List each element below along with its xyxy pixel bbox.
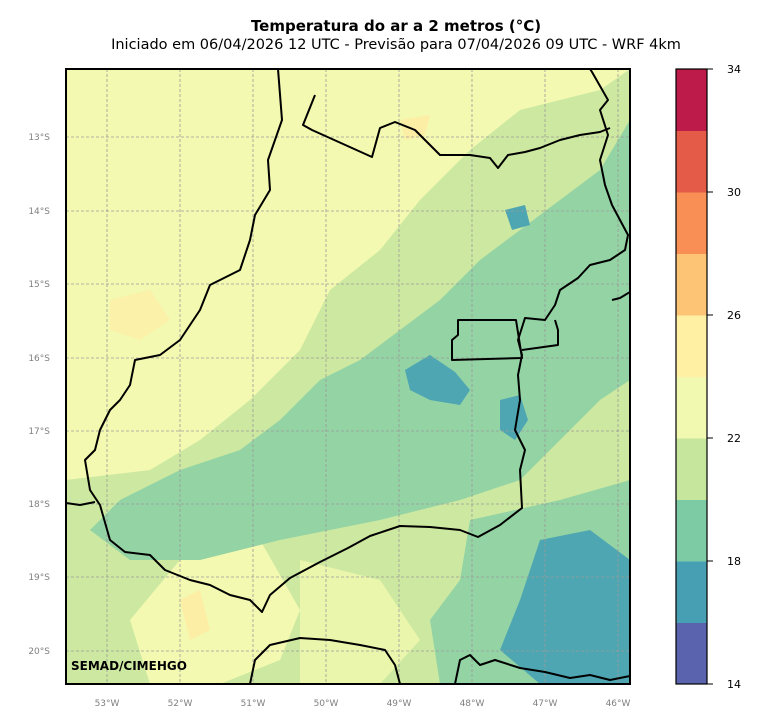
df-east-connector bbox=[521, 319, 559, 351]
colorbar-swatch bbox=[676, 376, 707, 439]
colorbar-frame bbox=[675, 68, 708, 685]
lon-label: 47°W bbox=[533, 699, 558, 709]
colorbar-label: 14 bbox=[727, 678, 741, 691]
cold-spot-east bbox=[500, 395, 528, 440]
lon-label: 51°W bbox=[241, 699, 266, 709]
lon-label: 52°W bbox=[168, 699, 193, 709]
colorbar-swatch bbox=[676, 192, 707, 254]
colorbar-swatch bbox=[676, 622, 707, 685]
lat-label: 17°S bbox=[28, 427, 50, 437]
colorbar-label: 22 bbox=[727, 432, 741, 445]
longitude-labels: 53°W 52°W 51°W 50°W 49°W 48°W 47°W 46°W bbox=[95, 699, 631, 709]
colorbar-swatch bbox=[676, 499, 707, 562]
warm-patch-west bbox=[110, 290, 170, 340]
minas-boundary-east bbox=[611, 291, 630, 301]
colorbar-swatch bbox=[676, 253, 707, 316]
distrito-federal-boundary bbox=[451, 319, 523, 361]
lon-label: 48°W bbox=[460, 699, 485, 709]
latitude-labels: 13°S 14°S 15°S 16°S 17°S 18°S 19°S 20°S bbox=[28, 133, 50, 657]
lat-label: 18°S bbox=[28, 500, 50, 510]
cool-zone-east bbox=[90, 120, 630, 560]
lat-label: 20°S bbox=[28, 647, 50, 657]
warm-zone-south-2 bbox=[300, 560, 420, 684]
warm-zone-south bbox=[130, 540, 300, 684]
tocantins-boundary bbox=[302, 94, 611, 169]
cold-zone-southeast bbox=[500, 530, 630, 684]
warm-patch-southwest bbox=[180, 590, 210, 640]
colorbar-label: 30 bbox=[727, 186, 741, 199]
colorbar-label: 26 bbox=[727, 309, 741, 322]
credit-label: SEMAD/CIMEHGO bbox=[71, 659, 187, 673]
lat-label: 19°S bbox=[28, 573, 50, 583]
colorbar-label: 34 bbox=[727, 63, 741, 76]
lon-label: 53°W bbox=[95, 699, 120, 709]
colorbar: 34 30 26 22 18 14 bbox=[675, 63, 741, 691]
colorbar-label: 18 bbox=[727, 555, 741, 568]
lat-label: 13°S bbox=[28, 133, 50, 143]
south-boundary bbox=[249, 637, 401, 684]
cold-spot-central bbox=[405, 355, 470, 405]
warm-patch-north bbox=[400, 115, 430, 140]
temperature-field bbox=[66, 69, 630, 684]
state-boundaries bbox=[66, 69, 630, 684]
goias-boundary bbox=[84, 69, 629, 613]
colorbar-swatches bbox=[676, 69, 707, 685]
lon-label: 46°W bbox=[606, 699, 631, 709]
lat-label: 14°S bbox=[28, 207, 50, 217]
map-frame bbox=[65, 68, 631, 685]
colorbar-swatch bbox=[676, 561, 707, 623]
lon-label: 50°W bbox=[314, 699, 339, 709]
map-subtitle: Iniciado em 06/04/2026 12 UTC - Previsão… bbox=[111, 37, 681, 53]
warm-zone-north bbox=[66, 69, 630, 480]
colorbar-swatch bbox=[676, 315, 707, 377]
map-title: Temperatura do ar a 2 metros (°C) bbox=[250, 17, 542, 35]
colorbar-swatch bbox=[676, 438, 707, 500]
colorbar-ticks bbox=[707, 68, 713, 685]
ms-boundary bbox=[66, 501, 96, 506]
colorbar-swatch bbox=[676, 130, 707, 193]
map-gridlines bbox=[66, 69, 630, 684]
south-boundary-east bbox=[454, 654, 630, 684]
lat-label: 16°S bbox=[28, 354, 50, 364]
lon-label: 49°W bbox=[387, 699, 412, 709]
lat-label: 15°S bbox=[28, 280, 50, 290]
colorbar-swatch bbox=[676, 69, 707, 131]
